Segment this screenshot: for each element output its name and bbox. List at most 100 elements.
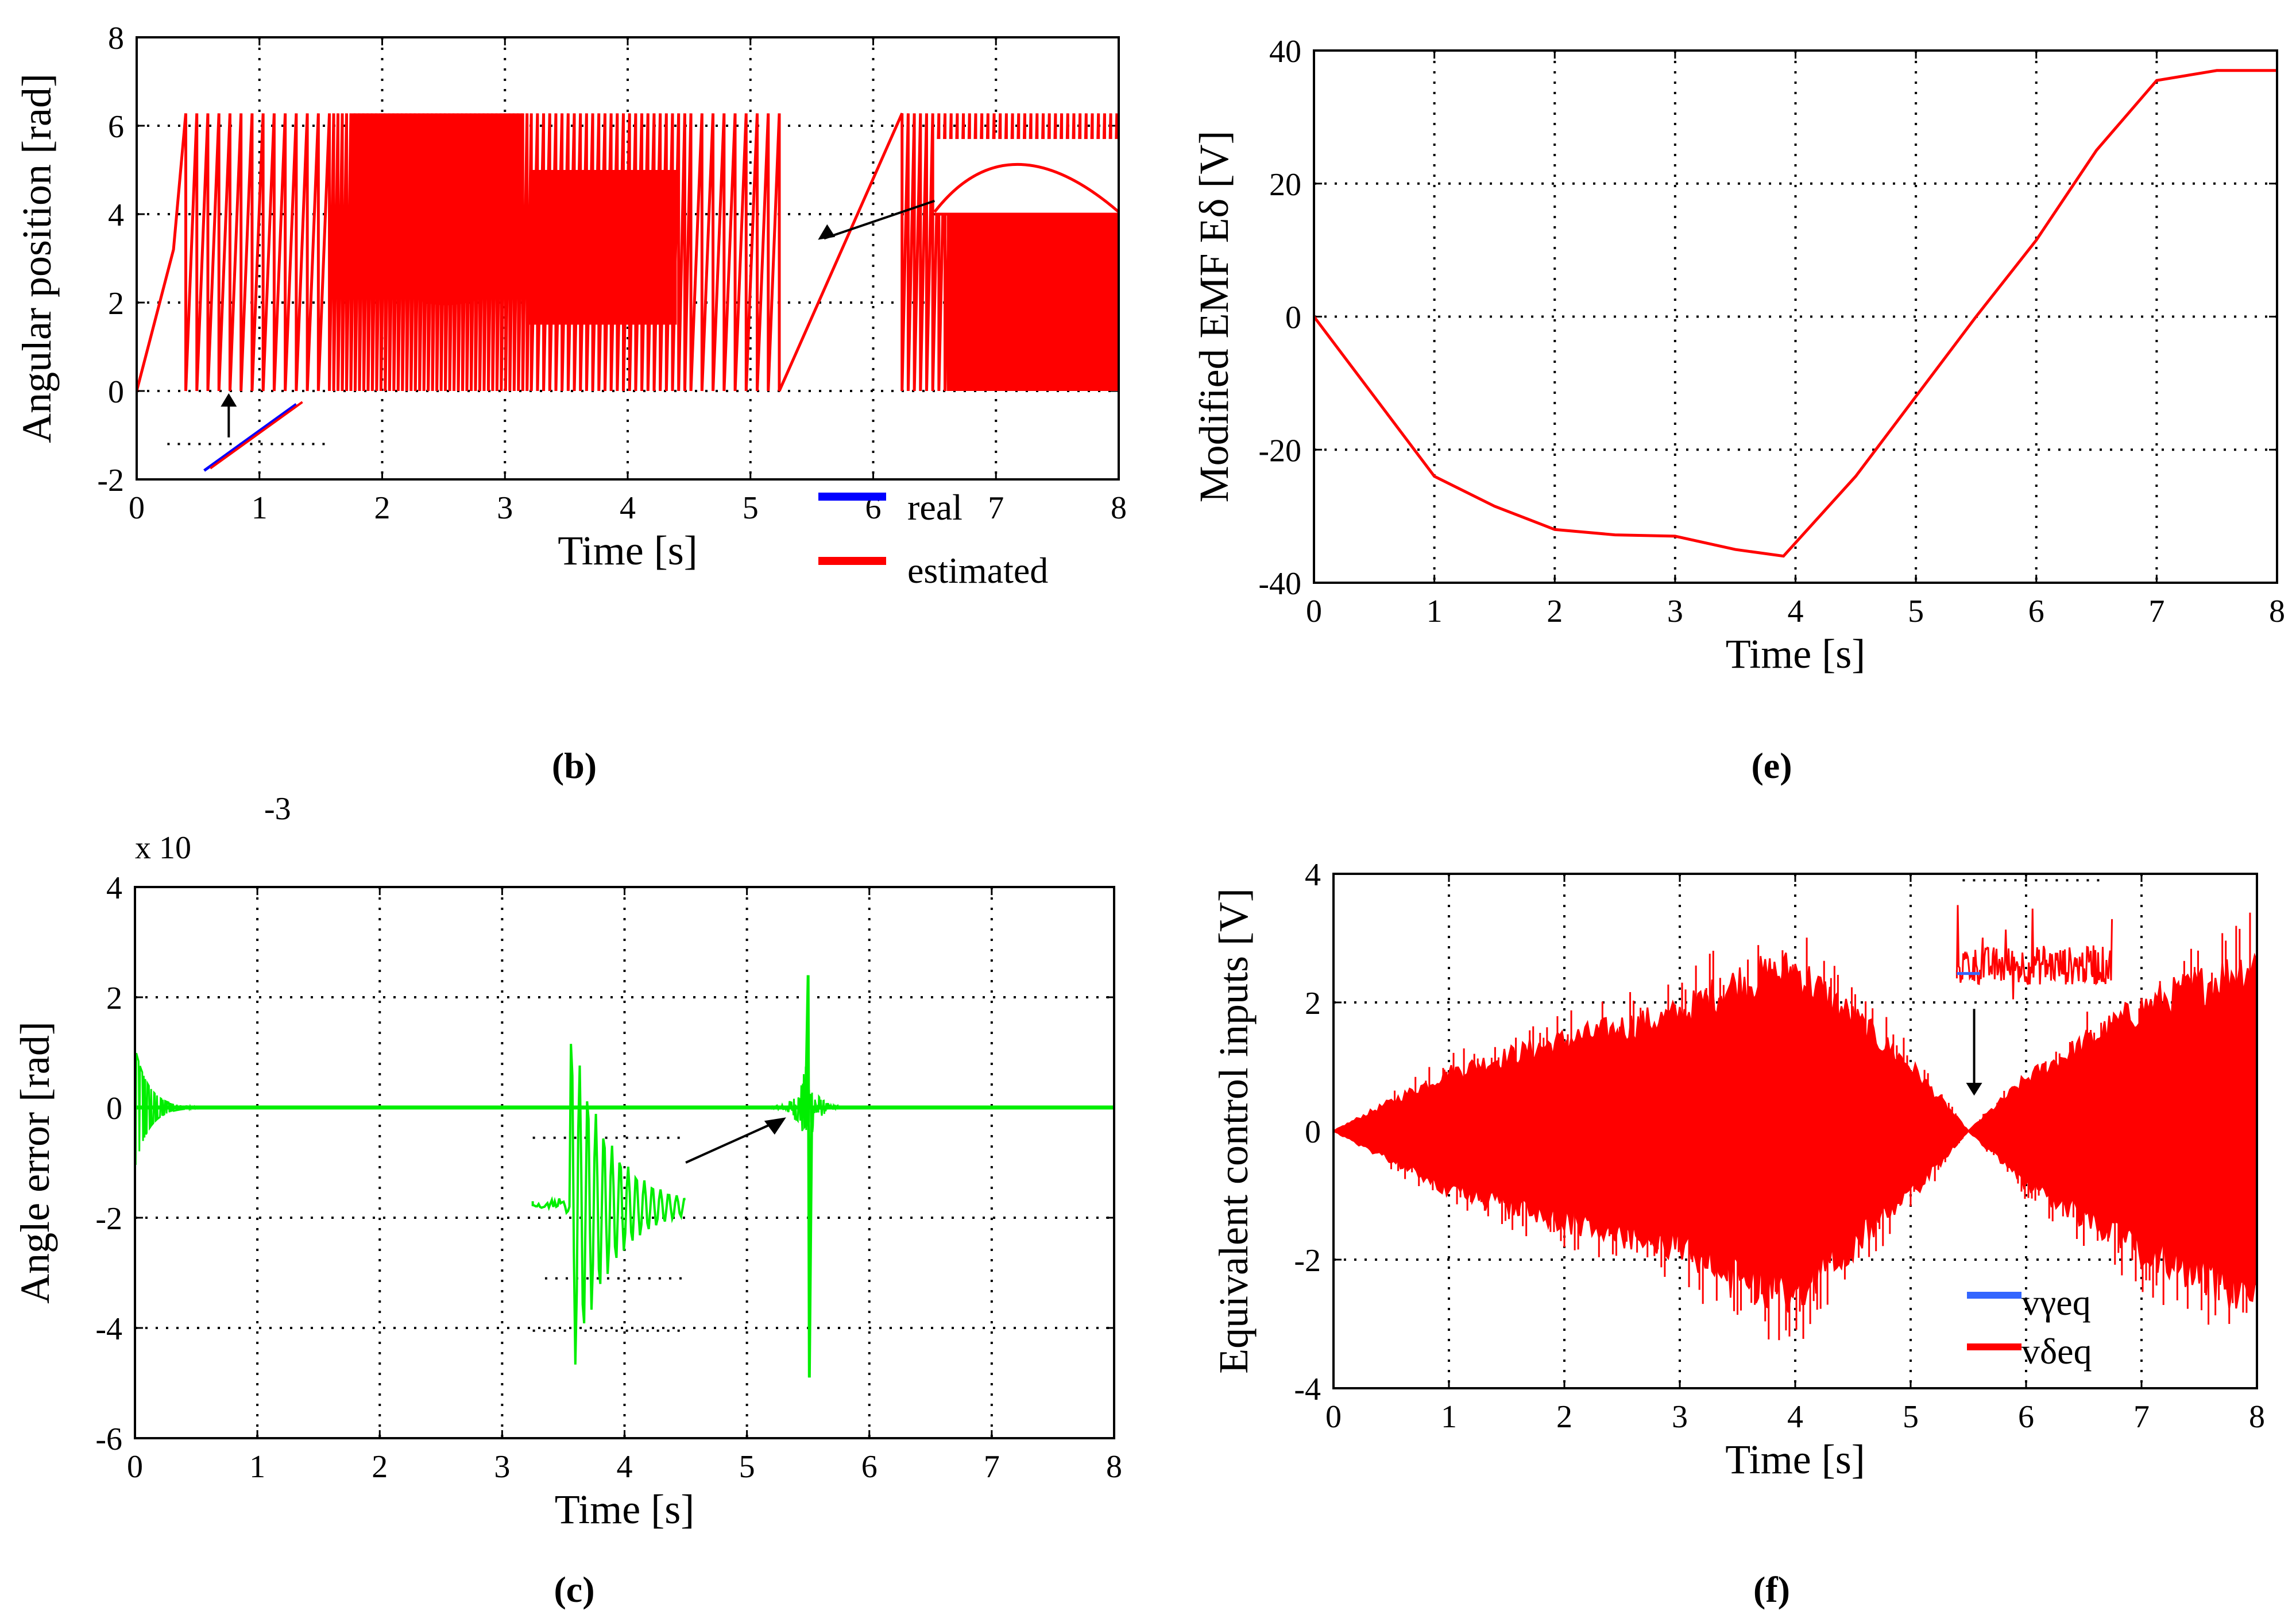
caption-c-label: c xyxy=(566,1569,582,1610)
y-tick-label: 6 xyxy=(108,109,124,145)
x-tick-label: 6 xyxy=(2018,1399,2034,1435)
y-tick-label: 2 xyxy=(1305,986,1321,1021)
y-axis-label: Angle error [rad] xyxy=(12,1021,58,1304)
legend-label-estimated: estimated xyxy=(907,550,1048,591)
panel-e: (e) 0 1 2 3 4 5 6 7 8 -40 -20 0 20 40 Time [s] Modified… xyxy=(1191,34,2285,786)
error-burst-mid xyxy=(770,1066,863,1132)
y-axis-label: Equivalent control inputs [V] xyxy=(1211,888,1257,1374)
x-axis-label: Time [s] xyxy=(1725,1436,1865,1482)
x-tick-label: 0 xyxy=(1325,1399,1342,1435)
legend-swatch-real xyxy=(818,493,886,501)
x-axis-label: Time [s] xyxy=(555,1486,694,1532)
legend-label-real: real xyxy=(907,487,963,528)
x-tick-label: 3 xyxy=(1672,1399,1688,1435)
x-tick-label: 5 xyxy=(1908,594,1924,629)
legend-swatch-vdelta xyxy=(1967,1343,2021,1350)
x-tick-label: 6 xyxy=(2028,594,2044,629)
x-tick-label: 1 xyxy=(1427,594,1443,629)
y-tick-label: 8 xyxy=(108,21,124,56)
y-tick-label: 4 xyxy=(1305,857,1321,893)
scale-exponent: -3 xyxy=(264,791,291,827)
plot-area xyxy=(135,975,1114,1378)
vdelta-spikes xyxy=(1390,912,2255,1341)
arrow-head xyxy=(1966,1083,1982,1096)
x-tick-label: 0 xyxy=(127,1449,143,1485)
y-tick-label: -4 xyxy=(1294,1372,1321,1407)
plot-area xyxy=(1333,912,2257,1341)
y-axis-label: Angular position [rad] xyxy=(14,73,60,443)
x-tick-label: 4 xyxy=(617,1449,633,1485)
caption-c: (c) xyxy=(554,1569,594,1610)
x-tick-label: 7 xyxy=(988,490,1004,526)
dense-region xyxy=(946,210,1119,391)
dense-region xyxy=(351,113,524,305)
y-tick-label: -6 xyxy=(95,1422,122,1457)
caption-f: (f) xyxy=(1753,1569,1790,1610)
x-tick-label: 0 xyxy=(129,490,145,526)
legend: real estimated xyxy=(818,487,1048,591)
x-tick-label: 2 xyxy=(1556,1399,1572,1435)
arrow-head xyxy=(221,393,237,407)
y-tick-label: -20 xyxy=(1258,433,1301,468)
y-tick-label: 2 xyxy=(108,286,124,322)
y-tick-label: -2 xyxy=(97,463,124,498)
legend-swatch-vgamma xyxy=(1967,1292,2021,1299)
legend: vγeq vδeq xyxy=(1967,1282,2092,1372)
zoom-real xyxy=(203,403,297,472)
error-burst-start xyxy=(135,1047,215,1165)
plot-frame xyxy=(1332,873,2258,1389)
arrow-head xyxy=(764,1117,786,1135)
x-tick-label: 2 xyxy=(372,1449,388,1485)
zoom-inset xyxy=(934,139,1119,214)
legend-swatch-estimated xyxy=(818,557,886,565)
caption-e-label: e xyxy=(1764,745,1780,786)
caption-b: (b) xyxy=(552,745,597,786)
plot-frame xyxy=(136,36,1120,481)
legend-label-vdelta: vδeq xyxy=(2021,1331,2092,1372)
x-tick-label: 5 xyxy=(739,1449,755,1485)
error-spike xyxy=(804,975,814,1378)
y-tick-label: -40 xyxy=(1258,566,1301,602)
y-tick-label: 0 xyxy=(106,1091,122,1126)
x-tick-label: 8 xyxy=(2269,594,2285,629)
x-tick-label: 2 xyxy=(1547,594,1563,629)
dense-region xyxy=(529,170,677,325)
y-tick-label: 4 xyxy=(108,197,124,233)
y-axis-label: Modified EMF Eδ [V] xyxy=(1191,131,1237,503)
y-tick-label: 40 xyxy=(1269,34,1301,69)
x-tick-label: 4 xyxy=(620,490,636,526)
zoom-estimated xyxy=(210,401,303,470)
x-tick-label: 3 xyxy=(497,490,513,526)
arrow-line xyxy=(824,200,936,240)
y-tick-label: 20 xyxy=(1269,167,1301,203)
plot-frame xyxy=(1313,49,2278,584)
x-tick-label: 5 xyxy=(1903,1399,1919,1435)
y-tick-label: -4 xyxy=(95,1311,122,1347)
x-tick-label: 3 xyxy=(494,1449,510,1485)
x-tick-label: 8 xyxy=(2249,1399,2265,1435)
x-tick-label: 8 xyxy=(1106,1449,1122,1485)
arrow-line xyxy=(685,1120,778,1164)
y-tick-label: 0 xyxy=(1285,300,1301,336)
y-tick-label: 2 xyxy=(106,981,122,1016)
x-axis-label: Time [s] xyxy=(558,528,697,574)
y-tick-label: -2 xyxy=(95,1201,122,1237)
x-tick-label: 1 xyxy=(1441,1399,1457,1435)
x-tick-label: 8 xyxy=(1111,490,1127,526)
emf-line xyxy=(1314,69,2277,558)
plot-area xyxy=(137,113,1119,392)
x-tick-label: 7 xyxy=(2148,594,2164,629)
y-tick-label: 0 xyxy=(1305,1114,1321,1150)
x-tick-label: 2 xyxy=(374,490,391,526)
x-tick-label: 7 xyxy=(984,1449,1000,1485)
legend-label-vgamma: vγeq xyxy=(2021,1282,2091,1323)
x-tick-label: 1 xyxy=(252,490,268,526)
inset-error xyxy=(531,1044,686,1365)
x-tick-label: 4 xyxy=(1788,594,1804,629)
x-tick-label: 3 xyxy=(1667,594,1683,629)
arrow-head xyxy=(818,224,836,240)
caption-e: (e) xyxy=(1751,745,1792,786)
